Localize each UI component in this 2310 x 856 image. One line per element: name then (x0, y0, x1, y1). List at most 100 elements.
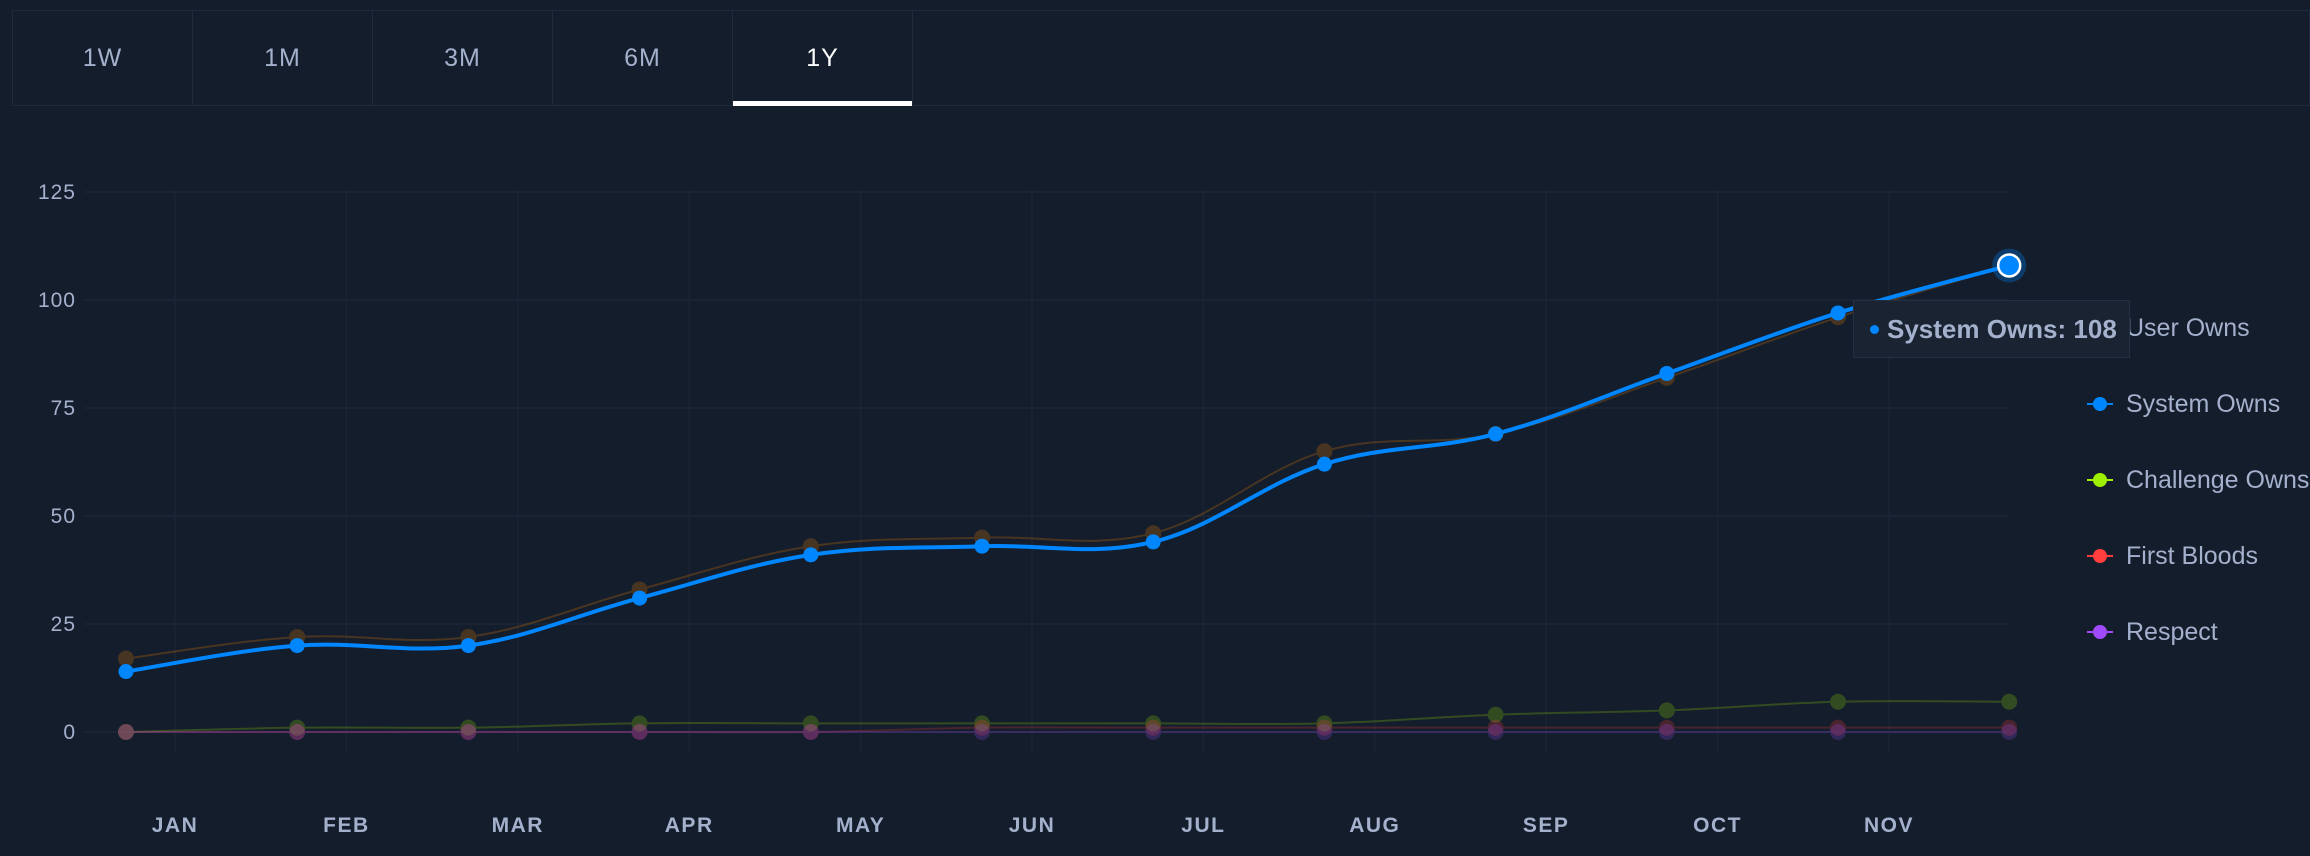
series-line-user-owns (125, 264, 2010, 660)
data-point-system-owns (974, 538, 990, 554)
data-point-first-bloods (1145, 719, 1162, 736)
legend-label: Respect (2126, 617, 2218, 646)
data-point-challenge-owns (289, 719, 306, 736)
data-point-system-owns (1316, 456, 1332, 472)
legend-marker (2085, 389, 2115, 419)
data-point-respect (631, 724, 648, 740)
data-point-first-bloods (1658, 719, 1675, 736)
x-tick-label: MAR (492, 814, 544, 837)
y-tick-label: 25 (51, 613, 76, 636)
x-tick-label: APR (665, 814, 714, 837)
legend-item-respect[interactable]: Respect (2085, 594, 2309, 670)
data-point-first-bloods (289, 724, 306, 740)
data-point-respect (1145, 724, 1162, 740)
data-point-first-bloods (460, 724, 477, 740)
legend-marker (2085, 617, 2115, 647)
tab-6m[interactable]: 6M (553, 11, 733, 106)
tab-1m[interactable]: 1M (193, 11, 373, 106)
data-point-challenge-owns (631, 715, 648, 732)
data-point-system-owns (632, 590, 648, 606)
data-point-challenge-owns (1487, 706, 1504, 723)
data-point-system-owns (1488, 426, 1504, 442)
data-point-respect (289, 724, 306, 740)
x-tick-label: NOV (1864, 814, 1914, 837)
data-point-system-owns (1145, 534, 1161, 550)
series-line-system-owns (125, 263, 2010, 674)
data-point-system-owns (1659, 365, 1675, 381)
x-tick-label: OCT (1693, 814, 1742, 837)
tooltip-text: System Owns: 108 (1887, 313, 2117, 344)
tab-1w[interactable]: 1W (13, 11, 193, 106)
series-first-bloods (118, 719, 2018, 740)
x-tick-label: JUN (1009, 814, 1056, 837)
tab-3m[interactable]: 3M (373, 11, 553, 106)
x-tick-label: MAY (836, 814, 885, 837)
chart-grid (85, 190, 2008, 752)
legend-item-first-bloods[interactable]: First Bloods (2085, 518, 2309, 594)
data-point-first-bloods (118, 724, 134, 740)
data-point-challenge-owns (1316, 715, 1333, 732)
tooltip-dot (1870, 324, 1879, 334)
series-respect (118, 724, 2018, 740)
data-point-system-owns (803, 547, 819, 563)
data-point-challenge-owns (2001, 693, 2018, 710)
data-point-system-owns (1996, 253, 2022, 278)
data-point-respect (1487, 724, 1504, 740)
y-tick-label: 100 (38, 289, 76, 312)
data-point-system-owns (460, 638, 476, 654)
chart-tooltip: System Owns: 108 (1853, 300, 2130, 358)
legend-item-system-owns[interactable]: System Owns (2085, 366, 2309, 442)
data-point-challenge-owns (460, 719, 477, 736)
data-point-respect (1830, 724, 1846, 740)
data-point-first-bloods (802, 724, 819, 740)
y-tick-label: 0 (63, 721, 76, 744)
x-tick-label: FEB (323, 814, 370, 837)
x-tick-label: JAN (152, 814, 199, 837)
data-point-first-bloods (1487, 719, 1504, 736)
data-point-challenge-owns (1658, 702, 1675, 719)
data-point-first-bloods (1316, 719, 1333, 736)
data-point-respect (1658, 724, 1675, 740)
legend-marker (2085, 465, 2115, 495)
series-challenge-owns (118, 693, 2018, 740)
legend-label: User Owns (2126, 313, 2250, 342)
legend-marker (2085, 541, 2115, 571)
period-tabs: 1W 1M 3M 6M 1Y (12, 10, 2310, 106)
legend-label: Challenge Owns (2126, 465, 2310, 494)
x-tick-label: AUG (1349, 814, 1400, 837)
x-tick-label: SEP (1523, 814, 1570, 837)
chart-legend: User Owns System Owns Challenge Owns Fir… (2085, 290, 2309, 670)
data-point-first-bloods (1830, 719, 1846, 736)
series-line-first-bloods (126, 726, 2010, 734)
data-point-respect (118, 724, 134, 740)
legend-label: System Owns (2126, 389, 2281, 418)
y-tick-label: 125 (38, 181, 76, 204)
y-tick-label: 50 (51, 505, 76, 528)
data-point-system-owns (289, 638, 305, 654)
legend-label: First Bloods (2126, 541, 2258, 570)
data-point-challenge-owns (974, 715, 990, 732)
data-point-challenge-owns (1145, 715, 1162, 732)
data-point-user-owns (1316, 443, 1333, 460)
y-tick-label: 75 (51, 397, 76, 420)
x-tick-label: JUL (1181, 814, 1225, 837)
data-point-first-bloods (2001, 719, 2018, 736)
tab-1y[interactable]: 1Y (733, 11, 913, 106)
legend-item-challenge-owns[interactable]: Challenge Owns (2085, 442, 2309, 518)
data-point-respect (802, 724, 819, 740)
data-point-respect (1316, 724, 1333, 740)
data-point-respect (974, 724, 990, 740)
data-point-respect (2001, 724, 2018, 740)
series-system-owns (118, 248, 2027, 680)
data-point-challenge-owns (1830, 693, 1846, 710)
data-point-user-owns (118, 650, 134, 667)
data-point-first-bloods (631, 724, 648, 740)
data-point-system-owns (1830, 305, 1846, 321)
series-line-challenge-owns (125, 700, 2010, 733)
data-point-first-bloods (974, 719, 990, 736)
data-point-challenge-owns (802, 715, 819, 732)
data-point-system-owns (118, 664, 134, 680)
x-axis: JAN FEB MAR APR MAY JUN JUL AUG SEP OCT NOV (152, 814, 1914, 837)
y-axis: 0 25 50 75 100 125 (38, 181, 76, 744)
